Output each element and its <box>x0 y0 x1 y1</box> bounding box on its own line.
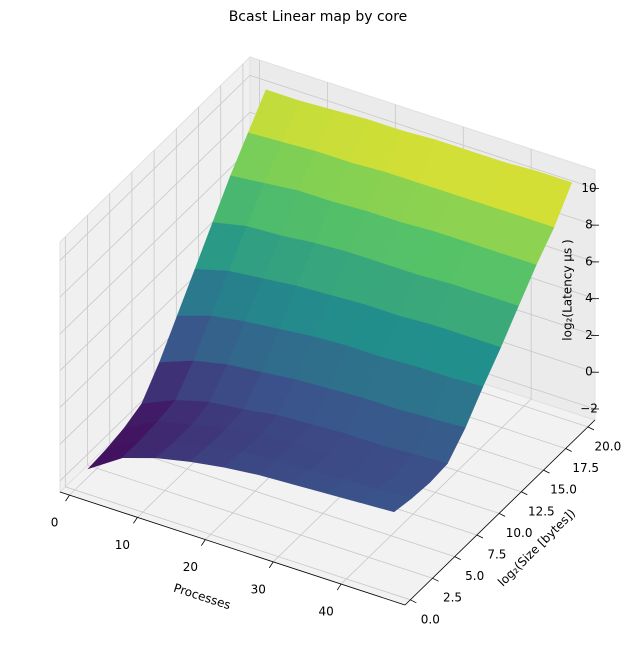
y-tick-label: 17.5 <box>572 461 599 475</box>
y-tick-label: 0.0 <box>421 612 440 626</box>
y-tick-label: 20.0 <box>595 439 622 453</box>
x-tick <box>133 517 138 524</box>
x-tick-label: 40 <box>319 605 334 619</box>
y-tick-label: 15.0 <box>550 483 577 497</box>
y-axis-label: log₂(Size [bytes]) <box>495 506 578 589</box>
x-tick-label: 30 <box>251 582 266 596</box>
z-tick-label: 6 <box>585 254 593 268</box>
grid-line <box>59 148 251 335</box>
y-tick <box>432 577 439 582</box>
y-tick-label: 10.0 <box>506 526 533 540</box>
grid-line <box>249 75 596 189</box>
z-tick-label: 0 <box>585 365 593 379</box>
grid-line <box>109 443 455 557</box>
z-tick-label: 8 <box>585 218 593 232</box>
chart-title: Bcast Linear map by core <box>229 9 408 25</box>
grid-line <box>87 464 433 579</box>
z-axis-label: log₂(Latency μs ) <box>561 239 575 340</box>
y-tick <box>587 426 595 431</box>
y-tick <box>565 448 572 452</box>
x-tick <box>336 583 342 591</box>
y-tick-label: 7.5 <box>487 547 506 561</box>
grid-line <box>59 111 251 298</box>
y-tick <box>410 599 417 604</box>
y-tick <box>498 513 506 517</box>
x-tick <box>268 561 274 569</box>
x-axis-label: Processes <box>172 581 233 613</box>
y-tick-label: 2.5 <box>443 591 462 605</box>
grid-line <box>340 398 532 585</box>
z-tick-label: 4 <box>585 291 593 305</box>
x-tick-label: 20 <box>183 560 198 574</box>
x-axis <box>59 491 406 606</box>
y-tick <box>521 491 528 496</box>
x-tick <box>65 494 70 502</box>
y-tick <box>543 469 550 474</box>
surface-cell <box>359 488 413 513</box>
grid-line <box>59 75 251 261</box>
x-tick-label: 0 <box>51 516 59 530</box>
y-tick <box>454 556 461 560</box>
z-tick-label: 10 <box>581 181 596 195</box>
z-tick-label: −2 <box>580 401 598 415</box>
y-tick-label: 12.5 <box>528 504 555 518</box>
y-tick <box>476 534 484 539</box>
z-tick-label: 2 <box>585 328 593 342</box>
y-axis <box>404 419 596 606</box>
grid-line <box>65 486 411 601</box>
x-tick-label: 10 <box>115 538 130 552</box>
x-tick <box>201 539 206 546</box>
y-tick-label: 5.0 <box>465 569 484 583</box>
